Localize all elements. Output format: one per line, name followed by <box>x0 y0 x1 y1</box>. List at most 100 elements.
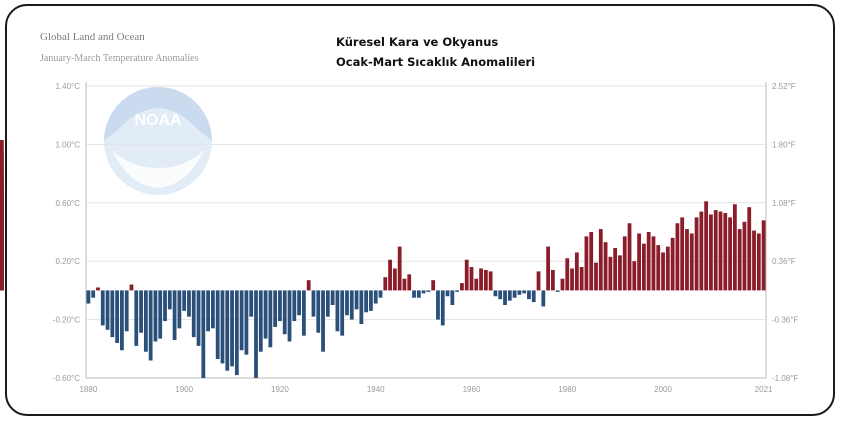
y-axis-left: 1.40°C 1.00°C 0.60°C 0.20°C -0.20°C -0.60°C <box>53 82 80 383</box>
bar-1955 <box>445 290 450 297</box>
bar-1951 <box>426 290 431 292</box>
bar-1917 <box>263 290 268 339</box>
bar-2015 <box>732 204 737 291</box>
bar-1920 <box>278 290 282 322</box>
x-tick: 1960 <box>463 385 481 394</box>
bar-1974 <box>536 271 541 291</box>
bar-1957 <box>455 290 460 292</box>
bar-1984 <box>584 236 589 291</box>
bar-2001 <box>665 246 670 291</box>
noaa-logo-icon: NOAA <box>104 87 212 195</box>
bar-1985 <box>589 232 594 291</box>
bar-1986 <box>594 262 598 291</box>
bar-2018 <box>747 207 752 291</box>
bar-1914 <box>249 290 254 317</box>
bar-1889 <box>129 284 134 291</box>
bar-1907 <box>215 290 220 360</box>
bar-1941 <box>378 290 383 298</box>
bar-1959 <box>464 259 469 291</box>
bar-2008 <box>699 211 704 291</box>
y-tick-left: 0.20°C <box>55 257 80 266</box>
bar-1961 <box>474 278 479 291</box>
chart-frame <box>5 4 835 416</box>
bar-2017 <box>742 221 747 291</box>
bar-2009 <box>704 201 709 291</box>
bar-1926 <box>306 280 311 291</box>
bar-1930 <box>325 290 330 317</box>
bar-1989 <box>608 256 613 291</box>
bar-1934 <box>345 290 349 316</box>
bar-2002 <box>670 237 675 291</box>
bar-1937 <box>359 290 364 324</box>
bar-1924 <box>297 290 301 316</box>
bar-1925 <box>301 290 306 336</box>
bar-1881 <box>91 290 96 298</box>
bar-2021 <box>761 220 766 291</box>
bar-1899 <box>177 290 182 329</box>
bar-1996 <box>641 243 646 291</box>
bar-1911 <box>234 290 239 376</box>
bar-1886 <box>115 290 120 343</box>
chart-subtitle: January-March Temperature Anomalies <box>40 53 199 64</box>
bar-1919 <box>273 290 278 327</box>
bar-1968 <box>507 290 512 301</box>
bar-1884 <box>105 290 110 330</box>
x-tick: 1900 <box>175 385 193 394</box>
bar-1883 <box>100 290 105 326</box>
bar-1909 <box>225 290 230 371</box>
bar-1945 <box>397 246 402 291</box>
bar-1928 <box>316 290 321 333</box>
bar-2016 <box>737 229 742 291</box>
bar-1942 <box>383 277 388 291</box>
bar-1969 <box>512 290 517 298</box>
bar-2003 <box>675 223 680 291</box>
bar-1943 <box>388 259 392 291</box>
bar-2006 <box>689 233 694 291</box>
bar-1964 <box>488 271 493 291</box>
bar-1976 <box>546 246 551 291</box>
bar-1931 <box>330 290 335 305</box>
bar-1887 <box>120 290 124 351</box>
bar-1901 <box>187 290 191 317</box>
y-tick-right: 2.52°F <box>772 82 796 91</box>
y-tick-right: 0.36°F <box>772 257 796 266</box>
bar-1967 <box>503 290 507 305</box>
y-tick-right: -0.36°F <box>772 316 798 325</box>
bar-2010 <box>709 214 713 291</box>
bar-1970 <box>517 290 522 295</box>
bar-1940 <box>373 290 378 304</box>
bar-1979 <box>560 278 565 291</box>
bar-1995 <box>637 233 641 291</box>
bar-1927 <box>311 290 316 317</box>
bar-2012 <box>718 211 723 291</box>
y-tick-left: 1.40°C <box>55 82 80 91</box>
bar-1938 <box>364 290 369 313</box>
bar-1882 <box>96 287 100 291</box>
bar-1963 <box>483 269 488 291</box>
bar-1956 <box>450 290 455 305</box>
bar-1936 <box>354 290 359 310</box>
y-axis-right: 2.52°F 1.80°F 1.08°F 0.36°F -0.36°F -1.08°F <box>772 82 798 383</box>
bar-1962 <box>479 268 483 291</box>
bar-1902 <box>191 290 196 338</box>
bar-1997 <box>646 232 651 291</box>
y-tick-left: 1.00°C <box>55 140 80 149</box>
bar-1972 <box>527 290 531 300</box>
bar-1923 <box>292 290 297 322</box>
bar-1977 <box>551 269 555 291</box>
bar-1880 <box>86 290 91 304</box>
y-tick-left: 0.60°C <box>55 199 80 208</box>
chart-subtitle-turkish: Ocak-Mart Sıcaklık Anomalileri <box>336 55 536 69</box>
bar-1933 <box>340 290 345 336</box>
y-tick-right: 1.80°F <box>772 140 796 149</box>
x-tick: 2000 <box>654 385 672 394</box>
bar-1900 <box>182 290 187 311</box>
y-tick-left: -0.60°C <box>53 374 80 383</box>
bar-1913 <box>244 290 249 355</box>
x-tick: 1980 <box>558 385 576 394</box>
x-tick: 1920 <box>271 385 289 394</box>
bar-1994 <box>632 261 637 291</box>
bar-1973 <box>531 290 536 303</box>
bar-2011 <box>713 210 718 291</box>
bar-1980 <box>565 258 570 291</box>
